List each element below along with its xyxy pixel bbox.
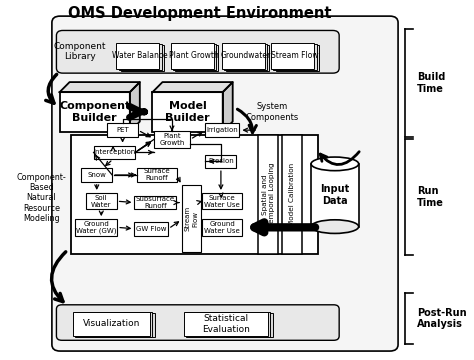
Text: Water Balance: Water Balance [112,51,168,60]
Text: Statistical
Evaluation: Statistical Evaluation [202,314,250,333]
Bar [75,312,153,337]
Text: System
Components: System Components [246,102,299,122]
Text: Run
Time: Run Time [417,186,444,208]
Text: Spatial and
Temporal Looping: Spatial and Temporal Looping [262,162,275,226]
Text: Model Calibration: Model Calibration [289,163,295,226]
Bar [206,123,239,137]
Bar [137,168,176,182]
Text: Component
Library: Component Library [54,42,106,61]
Text: Input
Data: Input Data [320,184,349,206]
Polygon shape [130,82,140,132]
Text: Surface
Water Use: Surface Water Use [204,195,240,208]
Bar [171,43,214,69]
Bar [273,44,317,70]
Polygon shape [60,82,140,92]
Polygon shape [153,82,233,92]
Text: Erosion: Erosion [208,158,234,165]
Text: Groundwater: Groundwater [220,51,271,60]
Text: Build
Time: Build Time [417,72,445,94]
Text: Post-Run
Analysis: Post-Run Analysis [417,308,466,329]
Bar [82,168,112,182]
Text: Snow: Snow [87,172,106,178]
Polygon shape [223,82,233,132]
Text: Component-
Based
Natural
Resource
Modeling: Component- Based Natural Resource Modeli… [17,173,66,223]
Text: Visualization: Visualization [83,319,140,328]
Text: Plant
Growth: Plant Growth [159,133,185,146]
Bar [189,313,273,337]
Text: GW Flow: GW Flow [136,226,166,232]
Bar [186,312,270,337]
Bar [173,44,216,70]
Bar [224,44,267,70]
Bar [154,131,190,148]
Text: Stream Flow: Stream Flow [271,51,319,60]
Bar [116,43,159,69]
Bar [227,45,269,71]
Bar [121,45,164,71]
Bar [182,185,201,252]
Text: Subsurface
Runoff: Subsurface Runoff [136,196,175,209]
Text: Model
Builder: Model Builder [165,101,210,123]
Bar [134,196,176,210]
Ellipse shape [311,157,359,171]
Bar [86,193,117,210]
Text: Irrigation: Irrigation [207,127,238,133]
Bar [73,312,150,336]
Bar [134,222,168,235]
Bar [184,312,268,336]
Bar [258,135,278,253]
Text: Surface
Runoff: Surface Runoff [143,168,170,181]
Bar [107,123,138,137]
Text: Interception: Interception [93,149,136,156]
Text: Plant Growth: Plant Growth [170,51,219,60]
Bar [60,92,130,132]
Bar [222,43,265,69]
Text: OMS Development Environment: OMS Development Environment [68,6,332,21]
Ellipse shape [311,220,359,233]
Bar [153,92,223,132]
Bar [202,193,242,210]
FancyBboxPatch shape [52,16,398,351]
Bar [206,154,237,168]
Bar [75,219,117,235]
Bar [202,219,242,235]
Text: Ground
Water Use: Ground Water Use [204,221,240,234]
Bar [118,44,162,70]
Text: Soil
Water: Soil Water [91,195,111,208]
Bar [276,45,319,71]
Text: Stream
Flow: Stream Flow [185,206,198,231]
Bar [175,45,218,71]
Bar [78,313,155,337]
Bar [93,145,135,159]
Bar [71,135,318,253]
FancyBboxPatch shape [56,305,339,340]
Bar [271,43,314,69]
Bar [311,164,359,226]
Text: Component
Builder: Component Builder [59,101,130,123]
Text: PET: PET [116,127,129,133]
Text: Ground
Water (GW): Ground Water (GW) [76,221,117,234]
FancyBboxPatch shape [56,31,339,73]
Bar [282,135,302,253]
